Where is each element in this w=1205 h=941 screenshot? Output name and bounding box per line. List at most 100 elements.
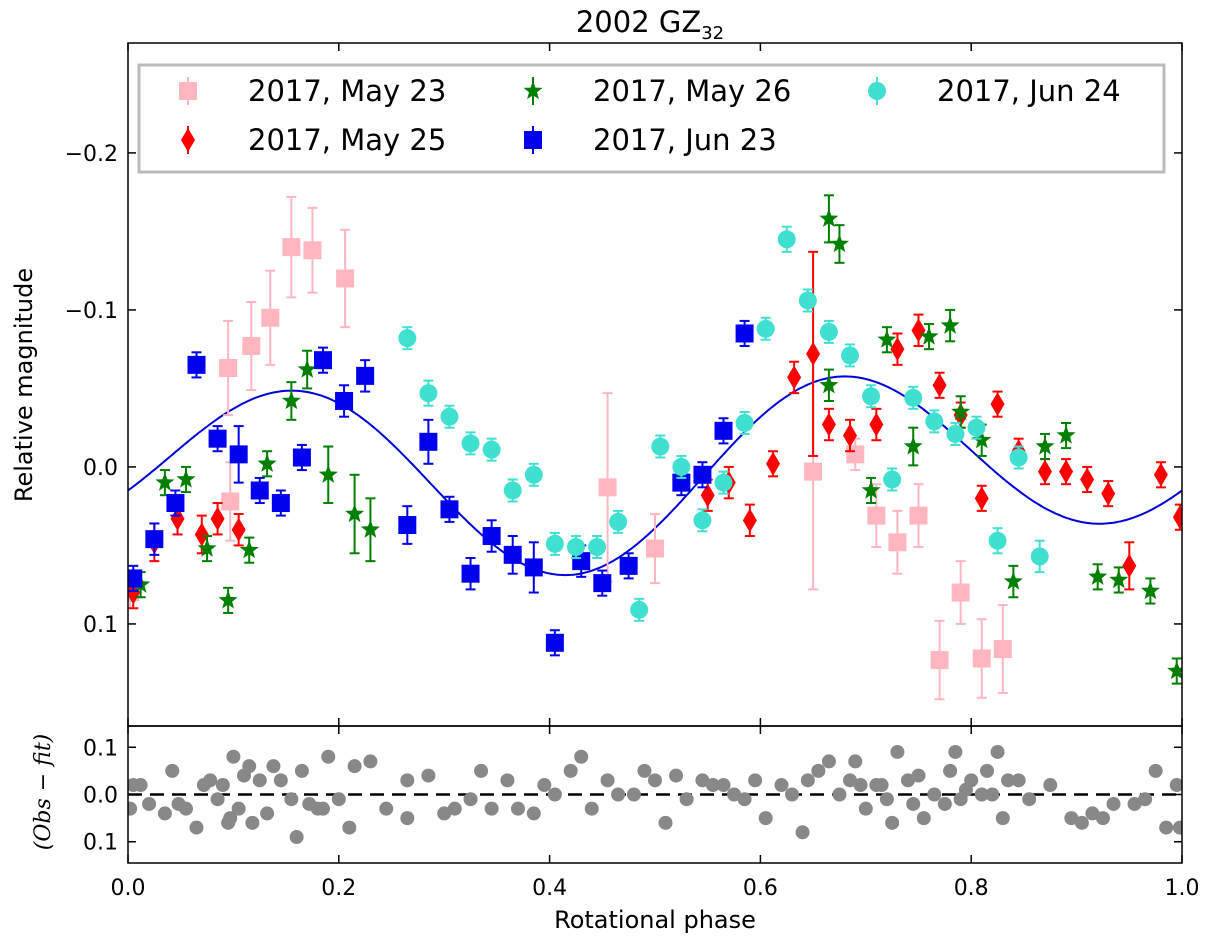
residual-point (500, 773, 515, 788)
residual-point (226, 749, 241, 764)
data-point (1056, 425, 1076, 444)
data-point (877, 329, 897, 348)
data-point (292, 448, 311, 467)
data-point (231, 517, 246, 542)
data-point (946, 424, 965, 443)
data-point (271, 494, 290, 513)
residual-point (526, 806, 541, 821)
data-point (867, 506, 886, 525)
data-point (821, 412, 836, 437)
data-point (951, 583, 970, 602)
y-tick-label: 0.1 (83, 613, 118, 638)
data-point (890, 337, 905, 362)
data-point (646, 539, 664, 558)
residual-point (980, 763, 995, 778)
legend-marker (179, 82, 197, 100)
residual-point (437, 806, 452, 821)
residual-point (874, 778, 889, 793)
data-point (693, 511, 712, 530)
data-point (345, 504, 365, 523)
data-point (972, 649, 991, 668)
residual-point (128, 801, 138, 816)
data-point (1153, 462, 1168, 487)
residual-point (916, 811, 931, 826)
residual-point (658, 815, 673, 830)
legend-marker (868, 82, 886, 100)
residual-point (795, 825, 810, 840)
data-point (619, 556, 638, 575)
y-tick-label: 0.0 (83, 456, 118, 481)
residual-point (879, 792, 894, 807)
data-point (819, 375, 839, 394)
data-point (1167, 661, 1182, 680)
data-point (735, 413, 754, 432)
y-tick-label: −0.1 (65, 299, 118, 324)
residual-point (600, 773, 615, 788)
residual-point (474, 763, 489, 778)
data-point (846, 445, 865, 464)
residual-point (321, 749, 336, 764)
residual-point (890, 744, 905, 759)
data-point (651, 437, 670, 456)
residual-point (832, 787, 847, 802)
residual-point (215, 778, 230, 793)
residual-point (1064, 811, 1079, 826)
residual-point (985, 787, 1000, 802)
data-point (145, 530, 164, 549)
data-point (524, 558, 543, 577)
data-point (883, 470, 902, 489)
data-point (419, 432, 438, 451)
legend-marker (181, 128, 195, 152)
data-point (862, 387, 881, 406)
residual-point (774, 778, 789, 793)
data-point (1140, 581, 1160, 600)
legend-entry: 2017, May 25 (181, 123, 446, 157)
data-point (545, 534, 564, 553)
data-point (218, 590, 238, 609)
data-point (1003, 571, 1023, 590)
data-point (988, 531, 1007, 550)
residual-point (223, 811, 238, 826)
data-point (1037, 459, 1052, 484)
data-point (700, 483, 715, 508)
data-point (566, 538, 585, 557)
residual-point (964, 773, 979, 788)
data-point (318, 464, 338, 483)
data-point (176, 469, 196, 488)
residual-point (210, 792, 225, 807)
data-point (128, 569, 143, 588)
residual-point (245, 815, 260, 830)
data-point (208, 429, 227, 448)
residual-point (995, 811, 1010, 826)
residual-point (574, 749, 589, 764)
data-point (197, 538, 217, 557)
residual-point (347, 759, 362, 774)
residual-point (1074, 815, 1089, 830)
main-plot: 0.0 0.2 0.4 0.6 0.8 1.0 −0.2 −0.1 0.0 0.1 (65, 42, 1200, 901)
data-point (1109, 570, 1129, 589)
data-point (482, 527, 501, 546)
residual-point (289, 830, 304, 845)
residual-y-tick-label: 0.0 (83, 784, 118, 809)
data-point (1122, 553, 1137, 578)
data-point (360, 519, 380, 538)
residual-point (705, 778, 720, 793)
residual-point (266, 759, 281, 774)
residual-point (284, 792, 299, 807)
data-point (940, 315, 960, 334)
data-point (440, 407, 459, 426)
data-point (930, 651, 949, 670)
data-point (257, 453, 277, 472)
data-point (524, 465, 543, 484)
data-point (974, 486, 989, 511)
residual-point (1011, 773, 1026, 788)
residual-y-tick-label: 0.1 (83, 831, 118, 856)
data-point (993, 640, 1012, 659)
data-point (336, 269, 355, 288)
data-point (210, 506, 225, 531)
residual-point (737, 792, 752, 807)
data-point (194, 522, 209, 547)
legend-label: 2017, May 25 (248, 123, 446, 157)
data-point (804, 462, 823, 481)
data-point (335, 391, 354, 410)
